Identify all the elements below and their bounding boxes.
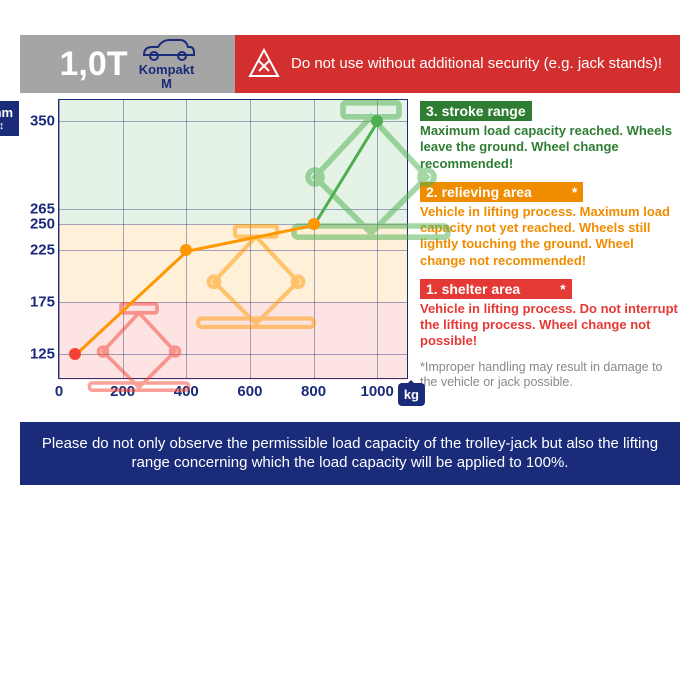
y-tick: 250 — [23, 216, 55, 233]
chart-grid: kg 02004006008001000350265250225175125 — [58, 99, 408, 379]
vehicle-line2: M — [139, 77, 195, 91]
warning-icon — [247, 47, 281, 81]
data-point — [180, 244, 192, 256]
vehicle-class: Kompakt M — [139, 63, 195, 92]
infographic-root: 1,0T Kompakt M Do not use without additi… — [20, 35, 680, 485]
y-tick: 225 — [23, 242, 55, 259]
car-block: Kompakt M — [138, 37, 196, 92]
legend-disclaimer: *Improper handling may result in damage … — [420, 360, 680, 390]
warning-text: Do not use without additional security (… — [291, 55, 662, 73]
y-tick: 125 — [23, 346, 55, 363]
y-tick: 350 — [23, 112, 55, 129]
chart-section: mm ↕ kg 02004006008001000350265250225175… — [20, 93, 408, 390]
car-icon — [138, 37, 196, 63]
header-bar: 1,0T Kompakt M Do not use without additi… — [20, 35, 680, 93]
y-tick: 265 — [23, 200, 55, 217]
data-point — [371, 115, 383, 127]
legend-shelter-title: 1. shelter area — [420, 279, 572, 299]
legend-stroke: 3. stroke range Maximum load capacity re… — [420, 101, 680, 172]
legend-relieving-body: Vehicle in lifting process. Maximum load… — [420, 204, 680, 269]
y-tick: 175 — [23, 294, 55, 311]
mm-text: mm — [0, 105, 13, 120]
updown-icon: ↕ — [0, 120, 13, 132]
x-tick: 600 — [237, 383, 262, 400]
data-point — [308, 218, 320, 230]
legend-shelter-body: Vehicle in lifting process. Do not inter… — [420, 301, 680, 350]
legend-stroke-body: Maximum load capacity reached. Wheels le… — [420, 123, 680, 172]
main-area: mm ↕ kg 02004006008001000350265250225175… — [20, 93, 680, 390]
vehicle-line1: Kompakt — [139, 63, 195, 77]
mm-axis-label: mm ↕ — [0, 101, 19, 136]
footer-note: Please do not only observe the permissib… — [20, 422, 680, 485]
kg-axis-label: kg — [398, 383, 425, 406]
header-left: 1,0T Kompakt M — [20, 35, 235, 93]
x-tick: 800 — [301, 383, 326, 400]
header-warning: Do not use without additional security (… — [235, 35, 680, 93]
data-point — [69, 348, 81, 360]
jack-icon — [85, 302, 193, 392]
x-tick: 1000 — [360, 383, 393, 400]
x-tick: 0 — [55, 383, 63, 400]
jack-icon — [193, 224, 319, 329]
weight-label: 1,0T — [59, 45, 127, 84]
legend-shelter: 1. shelter area Vehicle in lifting proce… — [420, 279, 680, 350]
legend-relieving: 2. relieving area Vehicle in lifting pro… — [420, 182, 680, 269]
